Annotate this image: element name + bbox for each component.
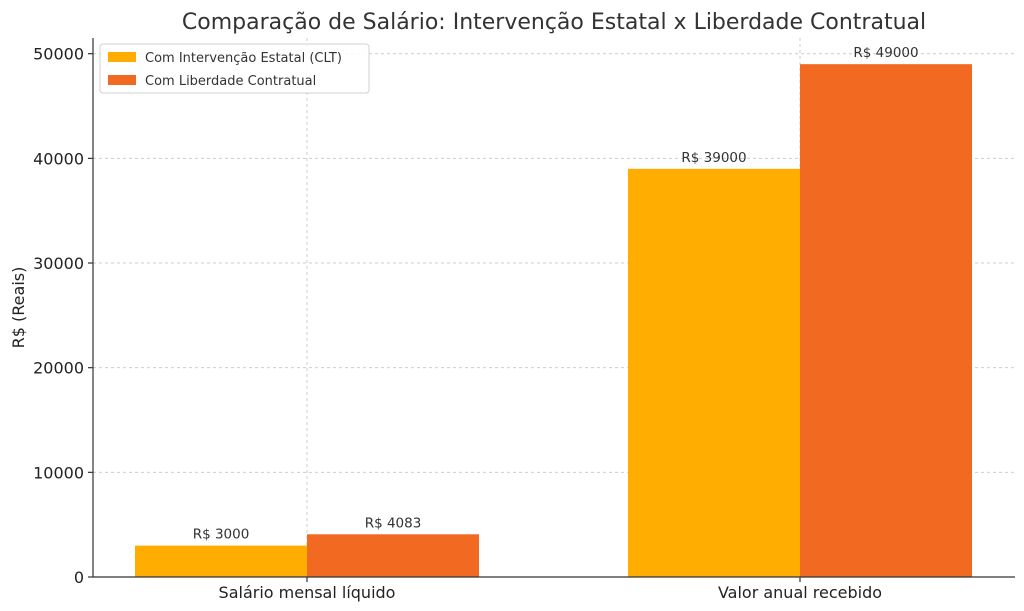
bar-series-1-0 bbox=[307, 534, 479, 577]
bars bbox=[135, 64, 972, 578]
data-labels: R$ 3000 R$ 39000 R$ 4083 R$ 49000 bbox=[193, 45, 919, 542]
y-tick-label-4: 40000 bbox=[33, 149, 84, 168]
legend-swatch-1 bbox=[108, 75, 136, 85]
x-tick-label-1: Valor anual recebido bbox=[718, 583, 882, 602]
y-tick-label-5: 50000 bbox=[33, 45, 84, 64]
bar-series-1-1 bbox=[800, 64, 972, 578]
data-label-series-1-0: R$ 4083 bbox=[365, 515, 422, 531]
data-label-series-0-1: R$ 39000 bbox=[681, 150, 746, 166]
legend-swatch-0 bbox=[108, 52, 136, 62]
data-label-series-0-0: R$ 3000 bbox=[193, 527, 250, 543]
y-tick-label-3: 30000 bbox=[33, 254, 84, 273]
y-tick-label-1: 10000 bbox=[33, 463, 84, 482]
x-tick-label-0: Salário mensal líquido bbox=[219, 583, 396, 602]
chart-title: Comparação de Salário: Intervenção Estat… bbox=[182, 10, 926, 35]
legend-label-1: Com Liberdade Contratual bbox=[145, 74, 316, 89]
y-tick-label-0: 0 bbox=[74, 568, 84, 587]
y-axis-label: R$ (Reais) bbox=[9, 267, 28, 349]
bar-series-0-1 bbox=[628, 168, 800, 577]
y-tick-label-2: 20000 bbox=[33, 359, 84, 378]
data-label-series-1-1: R$ 49000 bbox=[853, 45, 918, 61]
legend-label-0: Com Intervenção Estatal (CLT) bbox=[145, 51, 342, 66]
legend: Com Intervenção Estatal (CLT) Com Liberda… bbox=[99, 43, 370, 94]
legend-frame bbox=[99, 43, 370, 94]
bar-series-0-0 bbox=[135, 545, 307, 577]
axes: 0 10000 20000 30000 40000 50000 Salário mensal… bbox=[33, 38, 1015, 602]
